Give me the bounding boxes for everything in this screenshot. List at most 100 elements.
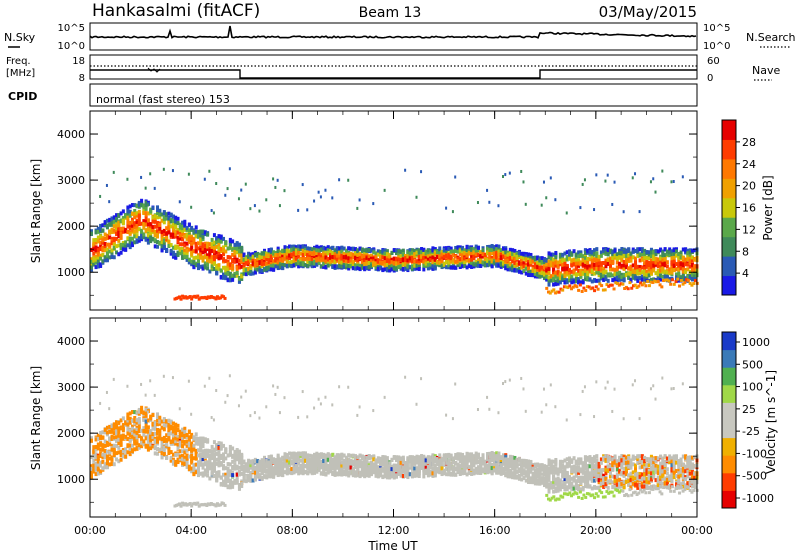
- velocity-echo-cell: [92, 448, 96, 453]
- power-echo-cell: [399, 264, 403, 269]
- power-echo-cell: [597, 266, 601, 271]
- power-echo-cell: [608, 283, 612, 287]
- power-echo-cell: [222, 265, 226, 270]
- power-echo-cell: [220, 294, 224, 298]
- velocity-echo-cell: [174, 425, 178, 430]
- power-echo-cell: [542, 269, 546, 274]
- velocity-echo-cell: [228, 447, 232, 452]
- power-echo-cell: [458, 252, 462, 257]
- power-echo-cell: [276, 263, 280, 268]
- power-echo-cell: [249, 264, 253, 269]
- velocity-echo-cell: [183, 455, 187, 460]
- velocity-echo-cell: [112, 453, 116, 458]
- power-echo-cell: [588, 250, 592, 255]
- power-echo-cell: [617, 283, 621, 287]
- power-echo-cell: [265, 198, 268, 202]
- power-echo-cell: [618, 274, 622, 279]
- power-echo-cell: [208, 248, 212, 253]
- power-echo-cell: [662, 279, 666, 283]
- power-echo-cell: [579, 274, 583, 279]
- velocity-echo-cell: [228, 462, 232, 467]
- velocity-echo-cell: [105, 442, 109, 447]
- power-echo-cell: [420, 250, 424, 255]
- velocity-echo-cell: [105, 454, 109, 459]
- power-echo-cell: [618, 277, 622, 282]
- power-echo-cell: [276, 249, 280, 254]
- power-echo-cell: [306, 263, 310, 268]
- power-echo-cell: [563, 270, 567, 275]
- power-echo-cell: [647, 284, 651, 288]
- power-echo-cell: [492, 255, 496, 260]
- velocity-echo-cell: [112, 431, 116, 436]
- power-echo-cell: [222, 250, 226, 255]
- velocity-echo-cell: [199, 471, 203, 476]
- power-echo-cell: [538, 267, 542, 272]
- power-echo-cell: [647, 252, 651, 257]
- power-echo-cell: [228, 278, 232, 283]
- power-echo-cell: [351, 252, 355, 257]
- power-echo-cell: [620, 277, 624, 282]
- power-echo-cell: [438, 248, 442, 253]
- power-echo-cell: [206, 241, 210, 246]
- power-echo-cell: [681, 255, 685, 260]
- velocity-echo-cell: [121, 423, 125, 428]
- power-echo-cell: [438, 260, 442, 265]
- power-echo-cell: [210, 259, 214, 264]
- power-echo-cell: [222, 257, 226, 262]
- power-echo-cell: [126, 177, 129, 181]
- power-echo-cell: [151, 206, 155, 211]
- power-echo-cell: [454, 265, 458, 270]
- velocity-echo-cell: [237, 483, 241, 488]
- velocity-echo-cell: [206, 469, 210, 474]
- power-echo-cell: [447, 252, 451, 257]
- power-echo-cell: [262, 250, 266, 255]
- power-echo-cell: [547, 270, 551, 275]
- power-echo-cell: [533, 262, 537, 267]
- power-echo-cell: [183, 241, 187, 246]
- power-echo-cell: [322, 251, 326, 256]
- velocity-echo-cell: [115, 422, 119, 427]
- velocity-echo-cell: [128, 411, 132, 416]
- velocity-echo-cell: [110, 429, 114, 434]
- power-echo-cell: [121, 247, 125, 252]
- velocity-echo-cell: [228, 485, 232, 490]
- velocity-echo-cell: [183, 426, 187, 431]
- power-echo-cell: [690, 264, 694, 269]
- velocity-echo-cell: [119, 418, 123, 423]
- velocity-echo-cell: [133, 421, 137, 426]
- power-echo-cell: [185, 241, 189, 246]
- velocity-echo-cell: [174, 459, 178, 464]
- power-echo-cell: [549, 274, 553, 279]
- power-echo-cell: [96, 252, 100, 257]
- power-echo-cell: [183, 225, 187, 230]
- power-echo-cell: [174, 255, 178, 260]
- velocity-echo-cell: [171, 437, 175, 442]
- velocity-echo-cell: [190, 458, 194, 463]
- power-echo-cell: [105, 247, 109, 252]
- velocity-echo-cell: [194, 455, 198, 460]
- power-echo-cell: [144, 206, 148, 211]
- velocity-echo-cell: [171, 461, 175, 466]
- power-echo-cell: [135, 234, 139, 239]
- power-echo-cell: [187, 260, 191, 265]
- power-echo-cell: [479, 259, 483, 264]
- velocity-echo-cell: [185, 464, 189, 469]
- power-echo-cell: [622, 272, 626, 277]
- power-echo-cell: [447, 260, 451, 265]
- power-echo-cell: [156, 220, 160, 225]
- velocity-echo-cell: [135, 441, 139, 446]
- power-echo-cell: [679, 262, 683, 267]
- power-echo-cell: [693, 274, 697, 279]
- freq-tick-low: 8: [79, 73, 85, 84]
- velocity-echo-cell: [110, 434, 114, 439]
- power-echo-cell: [174, 221, 178, 226]
- velocity-echo-cell: [201, 462, 205, 467]
- power-echo-cell: [654, 252, 658, 257]
- power-echo-cell: [126, 224, 130, 229]
- power-echo-cell: [397, 257, 401, 262]
- power-echo-cell: [133, 214, 137, 219]
- power-echo-cell: [315, 244, 319, 249]
- power-echo-cell: [492, 245, 496, 250]
- power-echo-cell: [333, 252, 337, 257]
- power-echo-cell: [226, 261, 230, 266]
